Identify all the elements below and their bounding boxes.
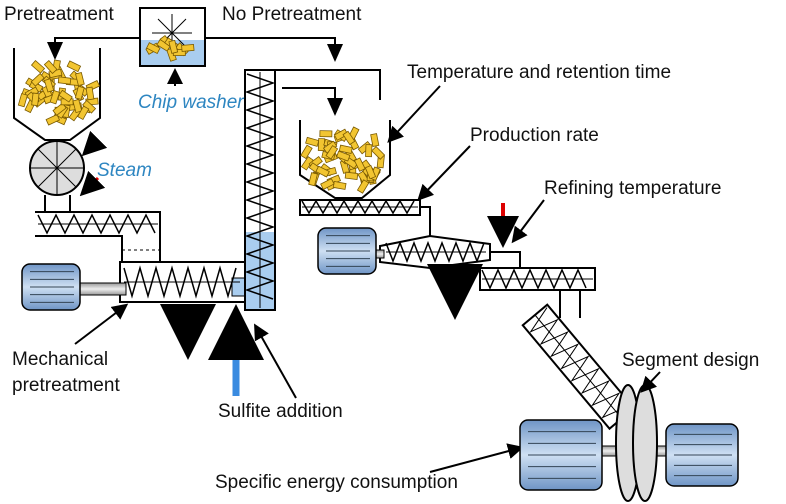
feed-line (282, 87, 343, 116)
label: Production rate (470, 125, 599, 146)
chip (308, 172, 318, 187)
chip (49, 90, 61, 105)
screw-flight (37, 213, 156, 235)
label: Segment design (622, 350, 759, 371)
shaft (77, 282, 127, 296)
chip (315, 165, 330, 178)
label: Temperature and retention time (407, 62, 671, 83)
label: Pretreatment (4, 4, 115, 25)
chip (52, 102, 67, 116)
chip (58, 89, 73, 103)
label: pretreatment (12, 375, 120, 396)
chip (30, 72, 45, 87)
steam-arrow (79, 170, 106, 197)
chip (77, 105, 90, 121)
screw-flight (123, 265, 237, 299)
chip (168, 39, 179, 54)
chip (371, 145, 386, 160)
chip (85, 86, 95, 101)
label: Specific energy consumption (215, 472, 458, 493)
chip (72, 98, 83, 114)
label: No Pretreatment (222, 4, 362, 25)
casing (420, 206, 431, 236)
chip (74, 85, 85, 100)
chip (333, 128, 349, 141)
chip (57, 76, 72, 85)
chip (45, 114, 61, 126)
chute (559, 290, 581, 318)
steam-arrow (81, 130, 108, 157)
hopper (13, 48, 101, 141)
casing (35, 235, 123, 262)
chip (75, 71, 85, 87)
label: Sulfite addition (218, 401, 343, 422)
casing (275, 69, 381, 100)
refiner-disc (632, 384, 658, 502)
screw-flight (244, 73, 276, 300)
chip (181, 43, 195, 52)
casing (490, 251, 521, 268)
label: Steam (97, 160, 152, 181)
chip (305, 136, 320, 147)
chip (17, 93, 28, 108)
label: Chip washer (138, 92, 244, 113)
chip (342, 130, 356, 146)
screw-flight (301, 199, 415, 215)
chip (30, 60, 46, 74)
feed-line (47, 37, 140, 60)
screw-flight (385, 240, 485, 264)
chip (332, 180, 347, 190)
chip (338, 144, 353, 154)
chip (364, 164, 377, 180)
chip (370, 133, 380, 147)
labels: Pretreatment No Pretreatment Chip washer… (4, 4, 759, 493)
hopper (299, 120, 391, 199)
inclined-screw (521, 303, 636, 431)
chip (146, 42, 161, 55)
chip (66, 60, 82, 73)
chip (353, 157, 366, 172)
label: Mechanical (12, 349, 108, 370)
chip (325, 145, 339, 160)
chip (320, 178, 335, 190)
chip (356, 179, 370, 194)
label: Refining temperature (544, 178, 721, 199)
chip (43, 78, 55, 93)
screw-flight (481, 268, 587, 290)
chip (319, 130, 333, 138)
chip (365, 144, 373, 158)
chip (344, 171, 359, 180)
chip (300, 144, 313, 160)
chip (43, 59, 58, 75)
chip (31, 92, 40, 107)
layout (13, 7, 739, 502)
feed-line (205, 37, 343, 62)
chip (336, 150, 351, 162)
pointers (74, 85, 661, 473)
valve-spokes (30, 141, 84, 195)
